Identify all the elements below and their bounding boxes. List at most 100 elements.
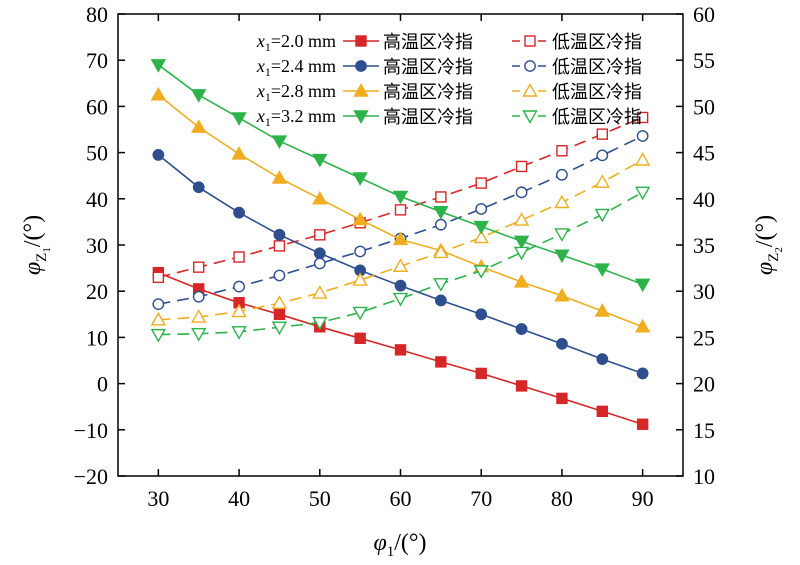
data-point xyxy=(515,380,528,392)
ticks-layer: 30 40 50 60 70 80 90 −20 −10 0 10 20 30 40 50 60 70 80 10 1… xyxy=(74,2,715,511)
data-point xyxy=(513,212,530,226)
series-2 xyxy=(152,149,649,380)
y-left-tick-label: −10 xyxy=(74,418,108,443)
data-point xyxy=(352,272,368,286)
y-right-tick-label: 10 xyxy=(693,464,715,489)
y-left-title-subsub: 1 xyxy=(41,247,53,253)
data-point xyxy=(271,135,288,149)
data-point xyxy=(473,265,489,279)
data-point xyxy=(636,367,649,380)
legend-row: x1=2.0 mm 高温区冷指 低温区冷指 xyxy=(256,31,642,54)
data-point xyxy=(475,367,487,380)
data-point xyxy=(352,211,368,226)
y-right-tick-label: 30 xyxy=(693,279,715,304)
data-point xyxy=(233,206,245,219)
y-right-tick-label: 55 xyxy=(693,48,715,73)
x-axis-title-sub: 1 xyxy=(387,544,395,560)
data-point xyxy=(433,244,449,259)
data-point xyxy=(313,257,326,270)
y-right-tick-label: 45 xyxy=(693,141,715,166)
y-axis-right-title: φZ2/(°) xyxy=(752,215,785,275)
data-point xyxy=(513,274,530,288)
legend-row: x1=3.2 mm 高温区冷指 低温区冷指 xyxy=(256,106,642,129)
series-line xyxy=(158,135,643,305)
data-point xyxy=(271,321,288,336)
data-point xyxy=(554,287,570,302)
data-point xyxy=(313,247,326,260)
data-point xyxy=(231,303,247,318)
data-point xyxy=(556,168,568,181)
y-right-tick-label: 35 xyxy=(693,233,715,258)
data-point xyxy=(473,220,489,235)
data-point xyxy=(152,271,165,284)
data-point xyxy=(634,186,651,201)
data-point xyxy=(231,112,247,126)
legend-label: 低温区冷指 xyxy=(552,57,642,78)
data-point xyxy=(150,59,167,73)
data-point xyxy=(233,251,245,263)
y-left-tick-label: 20 xyxy=(86,279,108,304)
data-point xyxy=(433,278,449,292)
data-point xyxy=(314,229,326,241)
y-left-tick-label: 30 xyxy=(86,233,108,258)
data-point xyxy=(594,208,610,223)
data-point xyxy=(394,344,407,356)
x-axis-title-symbol: φ xyxy=(373,530,386,556)
data-point xyxy=(152,149,165,161)
data-point xyxy=(231,146,247,160)
data-point xyxy=(473,229,489,244)
legend-marker xyxy=(522,83,538,97)
data-point xyxy=(392,231,409,246)
legend-label: 低温区冷指 xyxy=(552,32,642,53)
data-point xyxy=(192,181,205,194)
legend-marker xyxy=(522,110,538,124)
legend-label: 高温区冷指 xyxy=(383,57,473,78)
data-point xyxy=(312,153,328,168)
data-point xyxy=(392,190,409,205)
legend-row: x1=2.8 mm 高温区冷指 低温区冷指 xyxy=(256,81,642,104)
data-point xyxy=(433,206,449,220)
data-point xyxy=(596,353,609,366)
y-right-tick-label: 20 xyxy=(693,372,715,397)
data-point xyxy=(596,128,608,140)
legend-label: 高温区冷指 xyxy=(383,107,473,128)
data-point xyxy=(434,218,447,231)
data-point xyxy=(513,246,530,261)
data-point xyxy=(513,235,530,250)
y-right-title-unit: /(°) xyxy=(752,215,778,247)
y-right-tick-label: 60 xyxy=(693,2,715,27)
data-point xyxy=(271,170,288,184)
legend-marker xyxy=(353,110,369,124)
data-point xyxy=(634,152,651,166)
data-point xyxy=(152,298,165,311)
data-point xyxy=(435,356,447,368)
data-point xyxy=(394,279,407,292)
data-point xyxy=(273,269,286,282)
data-point xyxy=(273,240,286,252)
data-point xyxy=(556,392,568,405)
data-point xyxy=(596,149,609,162)
data-point xyxy=(475,308,488,321)
y-left-tick-label: 70 xyxy=(86,48,108,73)
y-right-tick-label: 40 xyxy=(693,187,715,212)
legend-row: x1=2.4 mm 高温区冷指 低温区冷指 xyxy=(256,56,642,79)
y-right-tick-label: 25 xyxy=(693,325,715,350)
data-point xyxy=(273,228,286,241)
y-left-tick-label: 80 xyxy=(86,2,108,27)
data-point xyxy=(231,326,247,340)
x-tick-label: 70 xyxy=(470,486,492,511)
data-point xyxy=(554,249,570,264)
y-left-title-symbol: φ xyxy=(20,262,46,275)
data-point xyxy=(312,285,328,299)
y-left-tick-label: 40 xyxy=(86,187,108,212)
data-point xyxy=(354,245,367,258)
data-point xyxy=(271,295,288,309)
data-point xyxy=(515,186,528,199)
legend-marker xyxy=(524,35,536,47)
data-point xyxy=(354,332,366,345)
x-tick-label: 50 xyxy=(309,486,331,511)
y-right-tick-label: 50 xyxy=(693,94,715,119)
y-left-tick-label: −20 xyxy=(74,464,108,489)
series-7 xyxy=(150,186,651,343)
